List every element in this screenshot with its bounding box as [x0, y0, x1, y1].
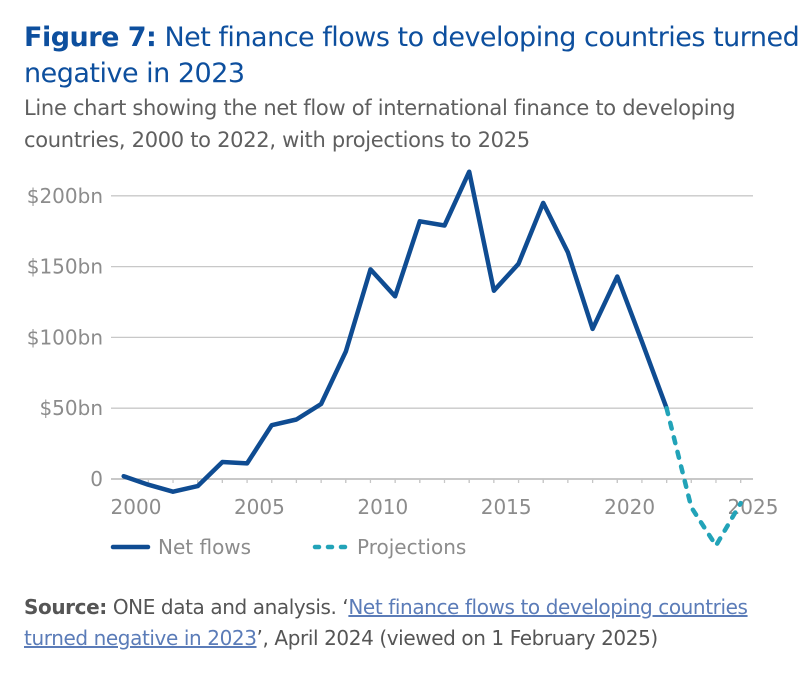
x-axis: 2000 2005 2010 2015 2020 2025 [111, 479, 778, 519]
figure-title-text: Net finance flows to developing countrie… [24, 22, 800, 89]
source-text: ONE data and analysis. ‘ [106, 595, 349, 619]
x-tick-label: 2000 [111, 495, 162, 519]
x-tick-label: 2005 [234, 495, 285, 519]
figure-subtitle: Line chart showing the net flow of inter… [24, 96, 736, 152]
x-tick-label: 2020 [604, 495, 655, 519]
line-chart: 0 $50bn $100bn $150bn $200bn 2000 2005 2010 201… [27, 169, 778, 559]
y-tick-label: $200bn [27, 184, 103, 208]
legend-net-flows-label: Net flows [158, 535, 251, 559]
figure-title: Figure 7: Net finance flows to developin… [24, 20, 804, 92]
source-link[interactable]: Net finance flows to developing countrie… [24, 595, 748, 650]
x-tick-label: 2015 [481, 495, 532, 519]
legend: Net flows Projections [110, 535, 466, 559]
gridlines [111, 195, 753, 480]
y-tick-label: $100bn [27, 325, 103, 349]
x-tick-label: 2010 [357, 495, 408, 519]
series-layer [121, 169, 743, 548]
y-tick-label: 0 [90, 467, 103, 491]
legend-projections-label: Projections [357, 535, 466, 559]
source-date: ’, April 2024 (viewed on 1 February 2025… [256, 626, 659, 650]
source-label: Source: [24, 595, 107, 619]
source-note: Source: ONE data and analysis. ‘Net fina… [24, 592, 804, 654]
y-axis: 0 $50bn $100bn $150bn $200bn [27, 184, 103, 491]
projections-line [664, 405, 743, 548]
net-flows-line [121, 169, 669, 494]
y-tick-label: $50bn [39, 396, 103, 420]
figure-label: Figure 7: [24, 22, 157, 53]
y-tick-label: $150bn [27, 255, 103, 279]
